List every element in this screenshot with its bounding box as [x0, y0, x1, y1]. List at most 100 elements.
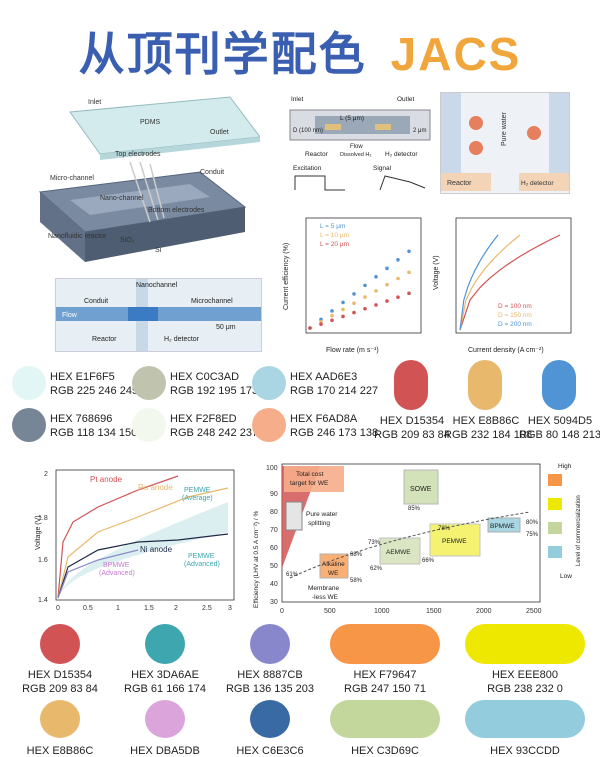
- mg-conduit: Conduit: [84, 298, 108, 305]
- cmp-pemwe: PEMWE: [442, 538, 467, 545]
- device-svg: Inlet PDMS Outlet Top electrodes Conduit…: [38, 96, 261, 262]
- label-inlet: Inlet: [88, 99, 101, 106]
- cmp-ytick-6: 90: [270, 491, 278, 498]
- swatch-hex: HEX F79647: [353, 669, 417, 681]
- cmp-xtick-1: 500: [324, 608, 336, 615]
- swatch-color-chip: [132, 408, 166, 442]
- pol-ytick-0: 1.4: [38, 597, 48, 604]
- cmp-val-68: 68%: [350, 552, 363, 558]
- label-nanochannel: Nano-channel: [100, 195, 144, 202]
- cmp-val-58: 58%: [350, 578, 363, 584]
- cmp-xtick-0: 0: [280, 608, 284, 615]
- cell-h2-detector: H₂ detector: [521, 180, 554, 187]
- pol-xtick-0: 0: [56, 605, 60, 612]
- swatch-hex: HEX AAD6E3: [290, 371, 358, 383]
- cmp-bpmwe: BPMWE: [490, 523, 515, 530]
- eff-legend-1: L = 10 μm: [320, 232, 349, 239]
- swatch-hex: HEX F6AD8A: [290, 413, 358, 425]
- page-title: 从顶刊学配色 JACS: [0, 18, 600, 84]
- eff-marker: [396, 295, 400, 299]
- eff-marker: [374, 303, 378, 307]
- color-swatch: HEX F6AD8A RGB 246 173 138: [252, 406, 379, 446]
- swatch-rgb: RGB 246 173 138: [290, 427, 379, 439]
- color-swatch: HEX F79647 RGB 247 150 71: [330, 624, 440, 695]
- eff-marker: [385, 266, 389, 271]
- sch-2um: 2 μm: [413, 128, 426, 134]
- pol-xtick-2: 1: [116, 605, 120, 612]
- color-swatch: HEX C0C3AD RGB 192 195 173: [132, 364, 258, 404]
- eff-legend-2: L = 20 μm: [320, 241, 349, 248]
- swatch-hex: HEX 3DA6AE: [131, 669, 199, 681]
- cmp-alkaline: Alkaline: [322, 561, 345, 568]
- sch-signal: Signal: [373, 165, 392, 172]
- eff-marker: [407, 270, 411, 275]
- pol-ann-pemwe-adv: PEMWE: [188, 553, 215, 560]
- sch-diameter: D (100 nm): [293, 128, 323, 134]
- volt-curve: [459, 234, 499, 331]
- cmp-val-80: 80%: [526, 520, 539, 526]
- label-outlet: Outlet: [210, 129, 229, 136]
- volt-curve: [459, 234, 521, 331]
- eff-marker: [374, 275, 378, 279]
- schematic-svg: Inlet Outlet L (5 μm) D (100 nm) 2 μm Fl…: [289, 96, 431, 191]
- color-swatch: HEX 3DA6AE RGB 61 166 174: [115, 624, 215, 695]
- mg-flow: Flow: [62, 312, 78, 319]
- palette-row1: HEX E1F6F5 RGB 225 246 245 HEX C0C3AD RGB 1…: [12, 364, 379, 446]
- volt-xlabel: Current density (A cm⁻²): [468, 347, 544, 354]
- efficiency-chart-svg: Flow rate (m s⁻¹) Current efficiency (%)…: [283, 217, 422, 354]
- eff-marker: [330, 309, 334, 313]
- cmp-val-61: 61%: [286, 572, 299, 578]
- palette-row3: HEX E8B86C HEX DBA5DB HEX C6E3C6 HEX C3D69C…: [10, 700, 590, 757]
- cmp-xtick-3: 1500: [426, 608, 442, 615]
- schematic-cell: Pure water Reactor H₂ detector: [440, 92, 570, 194]
- eff-marker: [396, 276, 400, 281]
- eff-marker: [330, 318, 334, 323]
- swatch-color-chip: [394, 360, 428, 410]
- cmp-ytick-5: 80: [270, 509, 278, 516]
- title-chinese: 从顶刊学配色: [78, 27, 367, 81]
- swatch-color-chip: [252, 366, 286, 400]
- label-top-electrodes: Top electrodes: [115, 151, 161, 158]
- swatch-color-chip: [465, 700, 585, 738]
- swatch-rgb: RGB 118 134 150: [50, 427, 138, 439]
- swatch-hex: HEX D15354: [379, 415, 445, 427]
- palette-row1-pills: HEX D15354 RGB 209 83 84 HEX E8B86C RGB 232…: [374, 360, 600, 441]
- swatch-color-chip: [330, 700, 440, 738]
- swatch-hex: HEX 768696: [50, 413, 113, 425]
- swatch-hex: HEX C6E3C6: [236, 745, 304, 757]
- label-conduit: Conduit: [200, 169, 224, 176]
- swatch-rgb: RGB 232 184 108: [444, 429, 533, 441]
- label-si: Si: [155, 247, 162, 254]
- mg-microchannel: Microchannel: [191, 298, 233, 305]
- pol-xtick-4: 2: [174, 605, 178, 612]
- sch-outlet: Outlet: [397, 96, 415, 103]
- cmp-val-73: 73%: [368, 540, 381, 546]
- label-pdms: PDMS: [140, 119, 161, 126]
- cmp-pure-water2: splitting: [308, 520, 330, 527]
- swatch-rgb: RGB 209 83 84: [22, 683, 98, 695]
- swatch-color-chip: [542, 360, 576, 410]
- color-swatch: HEX E8B86C: [10, 700, 110, 757]
- volt-curve: [459, 234, 561, 331]
- sch-dissolved-h2: Dissolved H₂: [340, 152, 371, 158]
- cmp-level-high: High: [558, 463, 572, 470]
- cmp-sowe: SOWE: [410, 486, 432, 493]
- micrograph-svg: Nanochannel Conduit Microchannel Flow 50…: [56, 279, 261, 351]
- pol-xtick-6: 3: [228, 605, 232, 612]
- label-sio2: SiO₂: [120, 237, 135, 244]
- eff-marker: [308, 326, 312, 330]
- swatch-rgb: RGB 136 135 203: [225, 683, 315, 695]
- comparison-chart-svg: Total cost target for WE Pure water spli…: [253, 463, 582, 615]
- swatch-rgb: RGB 238 232 0: [487, 683, 563, 695]
- swatch-color-chip: [468, 360, 502, 410]
- cmp-xtick-5: 2500: [526, 608, 542, 615]
- polarization-chart: Voltage (V) 0 0.5 1 1.5 2 2.5 3 1.4 1.6 …: [28, 462, 238, 620]
- eff-marker: [363, 306, 367, 311]
- color-swatch: HEX 5094D5 RGB 80 148 213: [519, 360, 600, 441]
- swatch-color-chip: [132, 366, 166, 400]
- pol-ann-ru: Ru anode: [138, 483, 173, 492]
- cmp-level-low: Low: [560, 573, 572, 580]
- cmp-level-title: Level of commercialization: [576, 495, 582, 566]
- cmp-membrane: Membrane: [308, 585, 339, 592]
- swatch-color-chip: [250, 700, 290, 738]
